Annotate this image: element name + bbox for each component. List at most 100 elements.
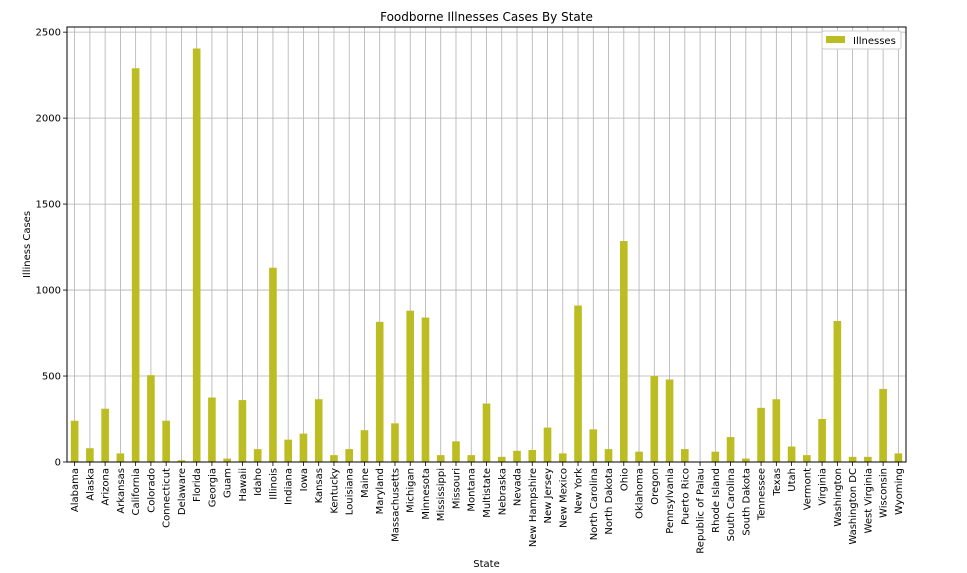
legend-box (821, 30, 902, 50)
bar-minnesota (421, 317, 430, 462)
x-tick-label: Colorado (146, 468, 157, 513)
bar-tennessee (757, 407, 765, 462)
x-tick-label: Indiana (284, 468, 295, 505)
x-tick-label: Iowa (299, 468, 310, 491)
bar-rhode-island (711, 451, 720, 462)
x-tick-label: Washington DC (848, 468, 859, 545)
x-tick-label: Rhode Island (711, 468, 722, 533)
x-tick-label: Alabama (70, 468, 81, 512)
bars (70, 48, 903, 462)
x-tick-label: Nebraska (497, 468, 508, 515)
x-tick-label: Republic of Palau (696, 468, 707, 554)
x-tick-label: Maryland (375, 468, 386, 514)
x-tick-label: Michigan (406, 468, 417, 513)
bar-maryland (375, 321, 384, 462)
x-tick-label: Texas (772, 468, 783, 497)
x-tick-label: Kansas (314, 468, 325, 503)
x-axis: Alabama Alaska Arizona Arkansas California Co… (70, 462, 905, 554)
x-tick-label: New Jersey (543, 468, 554, 524)
x-tick-label: Oklahoma (635, 468, 646, 519)
bar-massachusetts (391, 423, 399, 462)
bar-new-jersey (543, 427, 552, 462)
x-tick-label: New Mexico (558, 468, 569, 528)
x-tick-label: Wyoming (894, 468, 905, 515)
bar-texas (772, 399, 781, 462)
bar-kentucky (330, 455, 338, 462)
bar-kansas (314, 399, 323, 462)
grid (67, 27, 906, 463)
x-tick-label: Tennessee (757, 468, 768, 521)
legend-label: Illnesses (853, 36, 896, 47)
bar-washington (833, 321, 842, 462)
x-tick-label: California (131, 468, 142, 516)
x-tick-label: Vermont (802, 468, 813, 510)
bar-utah (787, 446, 796, 462)
bar-new-hampshire (528, 449, 537, 462)
y-axis: 0 500 1000 1500 2000 2500 (36, 28, 67, 469)
chart-title: Foodborne Illnesses Cases By State (380, 10, 593, 24)
x-tick-label: Missouri (451, 468, 462, 509)
x-tick-label: North Dakota (604, 468, 615, 535)
bar-wyoming (894, 453, 903, 462)
bar-west-virginia (864, 456, 872, 462)
x-tick-label: Connecticut (162, 468, 173, 528)
y-tick-label: 1500 (36, 200, 61, 211)
bar-michigan (406, 310, 415, 462)
x-tick-label: Louisiana (345, 468, 356, 515)
bar-maine (360, 430, 369, 462)
x-tick-label: Ohio (619, 468, 630, 491)
bar-montana (467, 455, 476, 462)
bar-hawaii (238, 400, 247, 462)
bar-connecticut (162, 420, 170, 462)
bar-south-dakota (742, 458, 750, 462)
bar-alabama (70, 420, 79, 462)
bar-arizona (101, 408, 109, 462)
bar-new-mexico (558, 453, 567, 462)
x-tick-label: Florida (192, 468, 203, 502)
bar-illinois (269, 267, 277, 462)
x-tick-label: Georgia (207, 468, 218, 507)
bar-south-carolina (726, 437, 735, 462)
legend: Illnesses (821, 30, 902, 50)
bar-vermont (803, 455, 811, 462)
bar-florida (192, 48, 201, 462)
bar-pennsylvania (665, 379, 674, 462)
x-tick-label: Montana (467, 468, 478, 512)
bar-washington-dc (848, 456, 857, 462)
bar-alaska (86, 448, 94, 462)
bar-nebraska (497, 456, 506, 462)
bar-north-carolina (589, 429, 598, 462)
bar-north-dakota (604, 449, 613, 462)
bar-iowa (299, 433, 308, 462)
bar-idaho (253, 449, 262, 462)
bar-ohio (619, 241, 628, 462)
x-tick-label: South Carolina (726, 468, 737, 541)
x-tick-label: Nevada (513, 468, 524, 506)
x-tick-label: Mississippi (436, 468, 447, 521)
x-tick-label: Multistate (482, 468, 493, 518)
y-tick-label: 2500 (36, 28, 61, 39)
x-tick-label: Minnesota (421, 468, 432, 520)
x-tick-label: Arkansas (116, 468, 127, 514)
x-tick-label: South Dakota (741, 468, 752, 536)
y-tick-label: 2000 (36, 114, 61, 125)
x-tick-label: West Virginia (863, 468, 874, 533)
x-tick-label: New Hampshire (528, 468, 539, 547)
bar-new-york (574, 305, 582, 462)
x-tick-label: Hawaii (238, 468, 249, 502)
x-tick-label: Wisconsin (879, 468, 890, 518)
x-tick-label: Massachusetts (390, 468, 401, 542)
x-tick-label: Pennsylvania (665, 468, 676, 534)
y-tick-label: 1000 (36, 286, 61, 297)
bar-virginia (818, 419, 826, 462)
bar-california (131, 68, 140, 462)
bar-guam (223, 458, 231, 462)
x-tick-label: North Carolina (589, 468, 600, 540)
bar-mississippi (436, 455, 445, 462)
bar-delaware (177, 460, 186, 462)
x-tick-label: Arizona (101, 468, 112, 506)
x-tick-label: Illinois (268, 468, 279, 500)
y-tick-label: 500 (42, 372, 61, 383)
x-tick-label: Oregon (650, 468, 661, 505)
